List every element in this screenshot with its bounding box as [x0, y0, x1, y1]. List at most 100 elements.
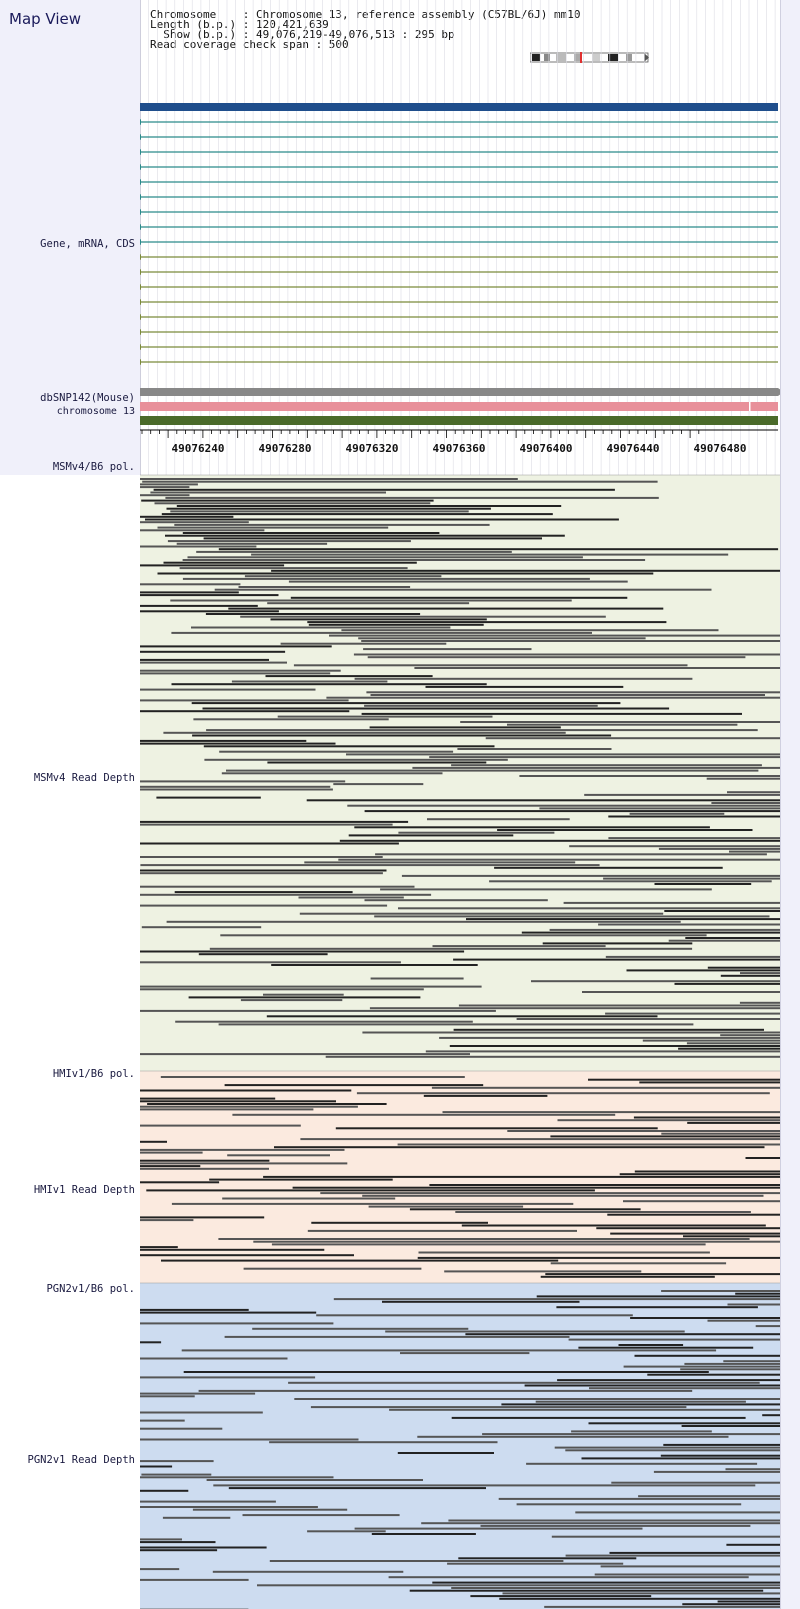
read-segment	[607, 1213, 780, 1216]
read-segment	[140, 483, 198, 486]
read-segment	[369, 1007, 780, 1010]
mrna-arrow	[140, 284, 141, 290]
read-segment	[361, 712, 742, 715]
read-segment	[280, 642, 447, 645]
read-segment	[480, 1524, 751, 1527]
read-segment	[333, 1298, 780, 1301]
read-segment	[623, 1200, 780, 1203]
read-segment	[571, 1430, 712, 1433]
read-segment	[600, 1565, 780, 1568]
mrna-arrow	[140, 314, 141, 320]
ruler-tick-label: 49076240	[172, 442, 225, 455]
read-segment	[140, 1148, 345, 1151]
read-segment	[726, 1543, 780, 1546]
read-segment	[140, 869, 387, 872]
read-segment	[346, 753, 780, 756]
read-segment	[398, 907, 780, 910]
read-segment	[451, 1416, 746, 1419]
read-segment	[634, 1354, 780, 1357]
read-segment	[140, 1500, 276, 1503]
mrna-arrow	[140, 164, 141, 170]
read-segment	[610, 1232, 780, 1235]
track-canvas[interactable]	[140, 0, 780, 1609]
read-segment	[497, 829, 753, 831]
read-segment	[453, 1028, 764, 1031]
read-segment	[253, 1240, 780, 1243]
gene-track-label: Gene, mRNA, CDS	[40, 238, 135, 250]
read-segment	[270, 618, 487, 621]
read-segment	[683, 1235, 780, 1238]
mrna-arrow	[140, 269, 141, 275]
read-segment	[729, 850, 780, 853]
read-segment	[557, 1379, 780, 1382]
read-segment	[300, 1138, 780, 1141]
read-segment	[140, 594, 279, 597]
read-segment	[140, 486, 190, 489]
read-segment	[489, 880, 772, 883]
read-segment	[140, 545, 257, 548]
read-segment	[140, 645, 332, 648]
read-segment	[140, 1392, 256, 1395]
read-segment	[163, 561, 417, 564]
read-segment	[364, 899, 548, 902]
read-segment	[382, 1300, 580, 1303]
read-segment	[166, 507, 491, 510]
read-segment	[163, 731, 566, 734]
read-segment	[680, 1368, 780, 1371]
read-segment	[460, 721, 780, 723]
read-segment	[374, 915, 770, 918]
read-segment	[421, 1522, 780, 1525]
read-segment	[140, 904, 388, 907]
read-segment	[140, 669, 341, 672]
mrna-arrow	[140, 119, 141, 125]
read-segment	[348, 834, 514, 837]
read-segment	[582, 991, 780, 993]
read-segment	[171, 1202, 574, 1205]
read-segment	[516, 1018, 780, 1020]
read-segment	[380, 888, 712, 891]
read-segment	[465, 1333, 780, 1336]
read-segment	[556, 1306, 758, 1309]
read-segment	[140, 988, 424, 991]
read-segment	[140, 1162, 348, 1165]
read-segment	[388, 1576, 749, 1579]
read-segment	[521, 931, 780, 934]
read-segment	[153, 488, 615, 491]
read-segment	[140, 856, 383, 858]
read-segment	[183, 1371, 709, 1373]
read-segment	[267, 602, 470, 605]
hmi-depth-label: HMIv1 Read Depth	[33, 1184, 135, 1196]
read-segment	[417, 1435, 729, 1438]
read-segment	[341, 629, 719, 632]
read-segment	[540, 1275, 715, 1278]
read-segment	[654, 883, 752, 885]
read-segment	[432, 945, 606, 948]
read-segment	[442, 1111, 780, 1114]
read-segment	[167, 540, 411, 543]
read-segment	[140, 1097, 276, 1100]
read-segment	[263, 1175, 780, 1178]
mrna-arrow	[140, 299, 141, 305]
read-segment	[608, 815, 780, 818]
ruler-tick-label: 49076440	[607, 442, 660, 455]
left-panel-lower	[0, 475, 140, 1609]
read-segment	[242, 1514, 400, 1517]
read-segment	[290, 596, 628, 599]
read-segment	[633, 1116, 780, 1119]
read-segment	[501, 1403, 780, 1406]
read-segment	[545, 1273, 780, 1276]
read-segment	[140, 1181, 220, 1184]
read-segment	[707, 966, 780, 969]
read-segment	[466, 918, 780, 921]
read-segment	[221, 772, 443, 775]
read-segment	[224, 1335, 570, 1338]
chromosome-ideogram[interactable]	[530, 52, 650, 64]
read-segment	[364, 704, 598, 707]
read-segment	[485, 737, 780, 740]
read-segment	[362, 1031, 780, 1034]
read-segment	[206, 1479, 423, 1481]
read-segment	[429, 1184, 780, 1186]
read-segment	[271, 964, 478, 966]
read-segment	[140, 661, 287, 664]
mrna-arrow	[140, 344, 141, 350]
